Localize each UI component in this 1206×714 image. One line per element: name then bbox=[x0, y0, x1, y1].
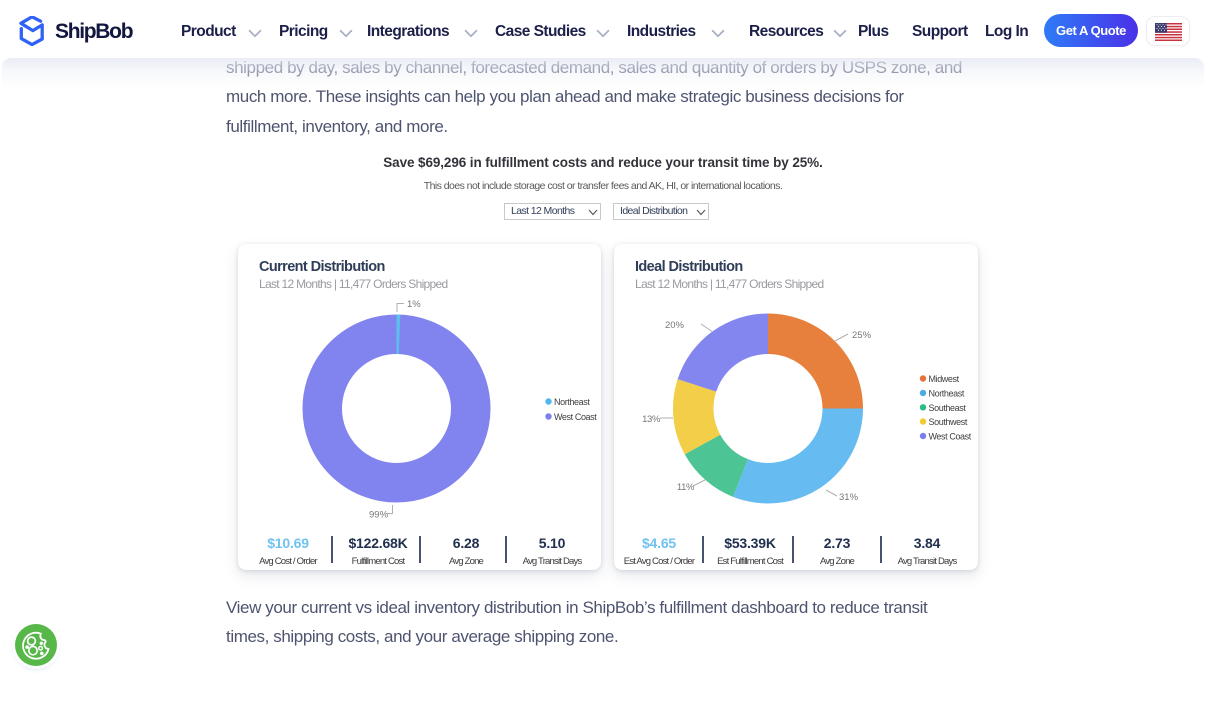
svg-text:West Coast: West Coast bbox=[929, 432, 972, 442]
svg-text:25%: 25% bbox=[852, 330, 872, 341]
svg-text:31%: 31% bbox=[839, 492, 859, 503]
svg-text:Midwest: Midwest bbox=[929, 374, 960, 384]
svg-text:Southeast: Southeast bbox=[929, 403, 967, 413]
svg-text:99%: 99% bbox=[369, 510, 389, 521]
svg-text:20%: 20% bbox=[665, 320, 685, 331]
svg-text:11%: 11% bbox=[677, 482, 695, 493]
svg-text:1%: 1% bbox=[407, 299, 421, 310]
svg-text:West Coast: West Coast bbox=[554, 412, 597, 422]
svg-text:Northeast: Northeast bbox=[554, 397, 590, 407]
svg-text:Southwest: Southwest bbox=[929, 417, 968, 427]
svg-text:13%: 13% bbox=[642, 414, 661, 425]
svg-text:Northeast: Northeast bbox=[929, 389, 965, 399]
